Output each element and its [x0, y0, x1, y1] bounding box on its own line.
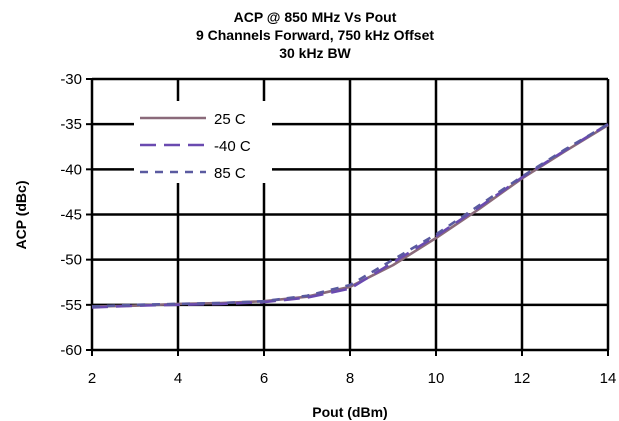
y-tick-label: -30	[60, 71, 82, 88]
y-tick-label: -55	[60, 297, 82, 314]
chart-title-line-3: 30 kHz BW	[279, 45, 351, 61]
y-axis-label: ACP (dBc)	[13, 181, 29, 250]
legend-label-0: 25 C	[214, 111, 246, 128]
y-tick-label: -35	[60, 116, 82, 133]
x-tick-label: 10	[428, 370, 445, 387]
series-line-1	[91, 123, 609, 309]
chart-title-line-2: 9 Channels Forward, 750 kHz Offset	[196, 27, 434, 43]
chart-title-line-1: ACP @ 850 MHz Vs Pout	[234, 9, 397, 25]
legend: 25 C -40 C 85 C	[134, 101, 272, 183]
series-line-2	[91, 123, 609, 308]
legend-box	[134, 101, 272, 183]
legend-label-1: -40 C	[214, 138, 251, 155]
x-tick-label: 6	[260, 370, 268, 387]
x-axis-label: Pout (dBm)	[312, 404, 387, 420]
y-tick-label: -40	[60, 161, 82, 178]
x-tick-label: 2	[88, 370, 96, 387]
legend-label-2: 85 C	[214, 165, 246, 182]
y-tick-label: -45	[60, 207, 82, 224]
y-tick-label: -50	[60, 252, 82, 269]
tick-labels: 2 4 6 8 10 12 14 -30 -35 -40 -45 -50 -55 -60	[60, 71, 616, 387]
y-tick-label: -60	[60, 342, 82, 359]
x-tick-label: 8	[346, 370, 354, 387]
x-tick-label: 14	[600, 370, 617, 387]
x-tick-label: 12	[514, 370, 531, 387]
series-lines	[91, 123, 609, 309]
x-tick-label: 4	[174, 370, 182, 387]
